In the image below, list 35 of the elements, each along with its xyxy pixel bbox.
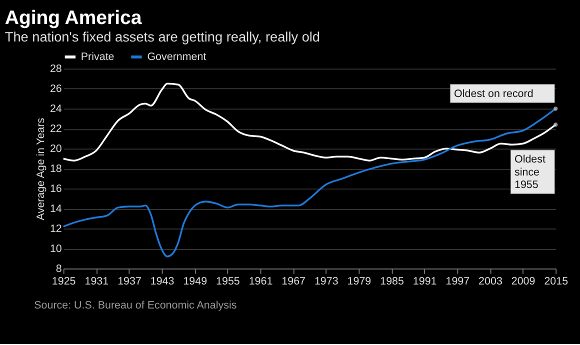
y-tick-label: 20	[50, 143, 62, 156]
x-tick-label: 1985	[380, 276, 404, 288]
x-tick-label: 1979	[347, 276, 372, 288]
annotation: Oldest since 1955	[514, 154, 546, 191]
x-tick-label: 1943	[150, 276, 174, 288]
x-tick-label: 1973	[314, 276, 338, 288]
x-tick-label: 1925	[52, 276, 76, 288]
chart-title: Aging America	[4, 6, 142, 29]
x-tick-label: 1961	[248, 276, 273, 288]
chart-subtitle: The nation's fixed assets are getting really, really old	[4, 29, 320, 44]
x-tick-label: 1991	[412, 276, 437, 288]
x-tick-label: 1949	[183, 276, 208, 288]
y-tick-label: 16	[50, 182, 62, 195]
y-tick-label: 14	[50, 202, 62, 215]
annotation: Oldest on record	[454, 88, 534, 100]
x-tick-label: 1955	[216, 276, 240, 288]
x-tick-label: 1931	[84, 276, 109, 288]
y-tick-label: 12	[50, 222, 62, 235]
y-axis-title: Average Age in Years	[35, 118, 48, 220]
y-tick-label: 22	[50, 123, 62, 136]
y-tick-label: 28	[50, 63, 62, 76]
source-note: Source: U.S. Bureau of Economic Analysis	[34, 299, 237, 312]
y-tick-label: 8	[56, 262, 62, 275]
legend-label: Private	[80, 50, 114, 63]
x-tick-label: 1997	[446, 276, 470, 288]
x-tick-label: 2009	[511, 276, 536, 288]
y-tick-label: 26	[50, 83, 62, 96]
legend-label: Government	[147, 50, 206, 63]
y-tick-label: 10	[50, 242, 62, 255]
x-tick-label: 1967	[282, 276, 306, 288]
x-tick-label: 1937	[118, 276, 142, 288]
y-tick-label: 24	[50, 103, 62, 116]
y-tick-label: 18	[50, 163, 62, 175]
x-tick-label: 2003	[478, 276, 502, 288]
x-tick-label: 2015	[544, 276, 568, 288]
